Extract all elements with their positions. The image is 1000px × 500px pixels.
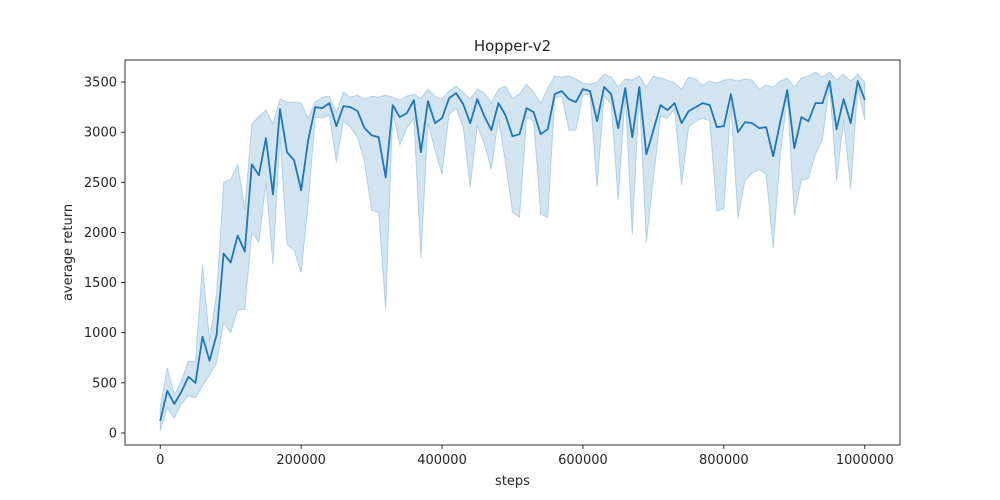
confidence-band-layer: [159, 71, 866, 432]
y-tick-label: 2500: [84, 176, 117, 191]
chart-title: Hopper-v2: [474, 37, 551, 55]
mean-return-line: [159, 80, 866, 422]
x-axis-label: steps: [495, 474, 530, 489]
y-axis-label: average return: [61, 204, 76, 301]
confidence-band: [159, 71, 866, 432]
mean-line-layer: [159, 80, 866, 422]
x-tick-label: 600000: [558, 453, 608, 468]
y-axis-ticks: 0 500 1000 1500 2000 2500 3000 3500: [84, 76, 125, 441]
y-tick-label: 2000: [84, 226, 117, 241]
x-tick-label: 0: [156, 453, 164, 468]
y-tick-label: 0: [109, 426, 117, 441]
x-tick-label: 1000000: [836, 453, 894, 468]
x-tick-label: 400000: [417, 453, 467, 468]
y-tick-label: 3000: [84, 126, 117, 141]
x-axis-ticks: 0 200000 400000 600000 800000 1000000: [156, 445, 894, 468]
x-tick-label: 800000: [699, 453, 749, 468]
y-tick-label: 1000: [84, 326, 117, 341]
y-tick-label: 3500: [84, 76, 117, 91]
plot-frame: [124, 59, 901, 446]
y-tick-label: 1500: [84, 276, 117, 291]
y-tick-label: 500: [92, 376, 117, 391]
x-tick-label: 200000: [276, 453, 326, 468]
